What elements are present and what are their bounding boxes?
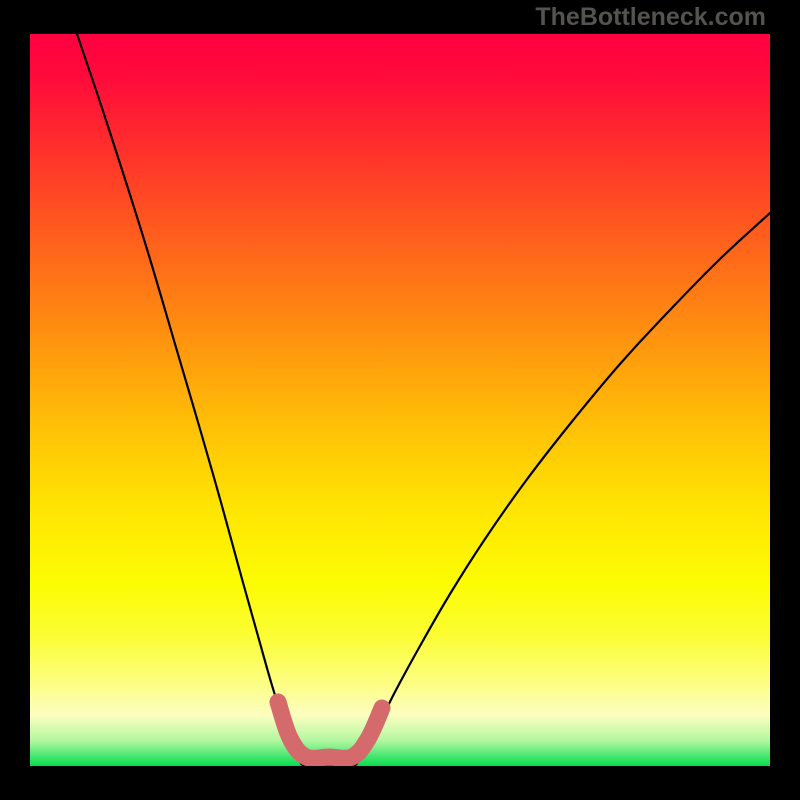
outer-svg: [0, 0, 800, 800]
gradient-background: [30, 34, 770, 766]
watermark-text: TheBottleneck.com: [535, 3, 766, 32]
chart-frame: TheBottleneck.com: [0, 0, 800, 800]
plot-area: [30, 34, 770, 767]
